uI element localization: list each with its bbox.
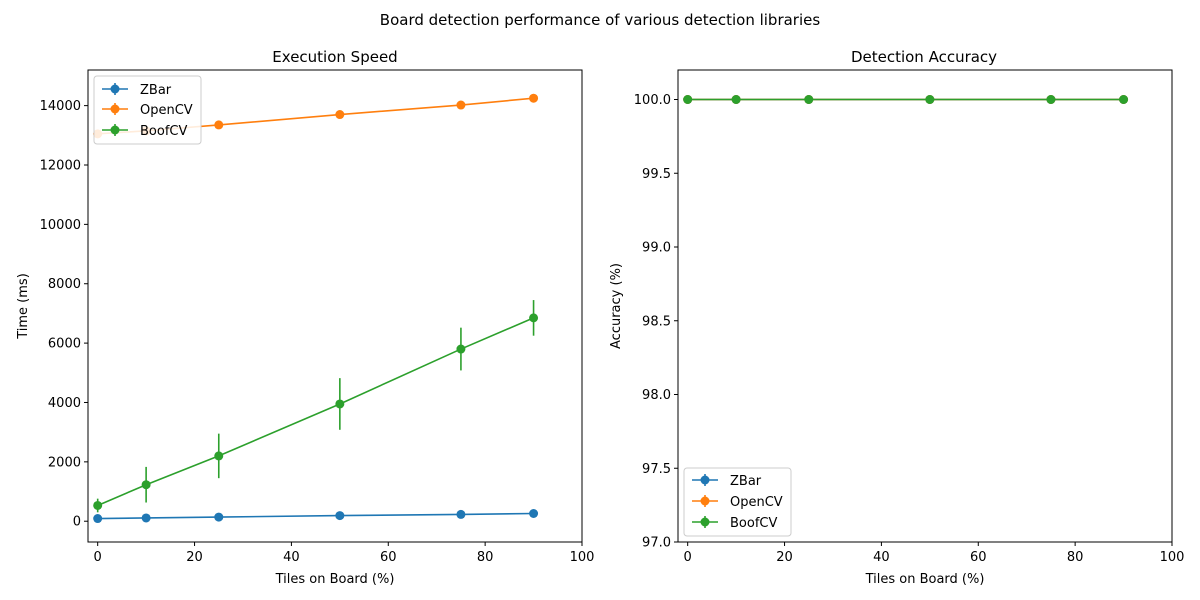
data-point [335,110,345,120]
data-point [93,500,103,510]
y-tick-label: 12000 [40,158,81,173]
y-axis-label: Time (ms) [16,273,31,340]
legend-frame [683,467,792,537]
data-point [529,509,539,519]
x-tick-label: 60 [970,550,987,565]
data-point [925,95,935,104]
x-tick-label: 100 [1160,550,1185,565]
y-tick-label: 10000 [40,218,81,233]
x-tick-label: 40 [873,550,890,565]
data-point [1119,95,1129,104]
y-tick-label: 2000 [48,455,81,470]
data-point [456,344,466,354]
y-tick-label: 0 [73,515,81,530]
data-point [335,511,345,521]
plot-area: 0 20 40 60 80 100 97.0 97.5 98.0 98.5 99.0 99.5 100.… [634,93,1185,565]
legend-frame [93,75,202,145]
y-axis-label: Accuracy (%) [609,263,624,349]
axes-frame [87,69,583,543]
y-tick-label: 8000 [48,277,81,292]
y-tick-label: 99.5 [642,167,671,182]
panel-title: Execution Speed [272,48,397,66]
legend-label: OpenCV [730,495,783,510]
figure-suptitle: Board detection performance of various d… [380,11,821,29]
x-tick-label: 20 [186,550,203,565]
panel-title: Detection Accuracy [851,48,997,66]
legend-marker [110,125,120,135]
y-tick-label: 97.5 [642,462,671,477]
data-point [214,451,224,461]
legend: ZBar OpenCV BoofCV [93,75,202,145]
data-point [529,93,539,103]
legend: ZBar OpenCV BoofCV [683,467,792,537]
legend-marker [700,496,710,506]
data-point [804,95,814,104]
y-tick-label: 98.0 [642,388,671,403]
x-tick-label: 0 [684,550,692,565]
legend-marker [110,104,120,114]
data-point [214,512,224,522]
series-line-zbar [97,512,534,520]
x-tick-label: 20 [776,550,793,565]
data-point [335,399,345,409]
legend-marker [700,475,710,485]
data-point [141,513,151,523]
legend-label: OpenCV [140,103,193,118]
data-point [1046,95,1056,104]
x-tick-label: 40 [283,550,300,565]
legend-marker [110,84,120,94]
data-point [529,313,539,323]
series-line-boofcv [97,317,534,507]
x-tick-label: 60 [380,550,397,565]
data-point [141,480,151,490]
data-point [93,514,103,524]
x-tick-label: 80 [477,550,494,565]
axes-frame [677,69,1173,543]
x-tick-label: 100 [570,550,595,565]
plot-area: 0 20 40 60 80 100 0 2000 4000 6000 8000 10000 12000 1… [40,93,595,565]
y-tick-label: 97.0 [642,536,671,551]
x-axis-label: Tiles on Board (%) [275,572,395,587]
y-tick-label: 99.0 [642,241,671,256]
legend-marker [700,517,710,527]
y-tick-label: 14000 [40,99,81,114]
data-point [456,100,466,110]
y-tick-label: 98.5 [642,314,671,329]
legend-label: BoofCV [730,516,777,531]
x-axis-label: Tiles on Board (%) [865,572,985,587]
y-tick-label: 6000 [48,337,81,352]
legend-label: ZBar [140,83,172,98]
panel-detection-accuracy: Detection Accuracy 0 20 40 60 80 100 97.0 97.5 9… [609,48,1184,587]
x-tick-label: 0 [94,550,102,565]
x-tick-label: 80 [1067,550,1084,565]
data-point [683,95,693,104]
y-tick-label: 4000 [48,396,81,411]
data-point [214,120,224,130]
legend-label: ZBar [730,474,762,489]
panel-execution-speed: Execution Speed 0 20 40 60 80 100 0 2000 4000 600… [16,48,594,587]
y-tick-label: 100.0 [634,93,671,108]
legend-label: BoofCV [140,124,187,139]
data-point [456,509,466,519]
data-point [731,95,741,104]
